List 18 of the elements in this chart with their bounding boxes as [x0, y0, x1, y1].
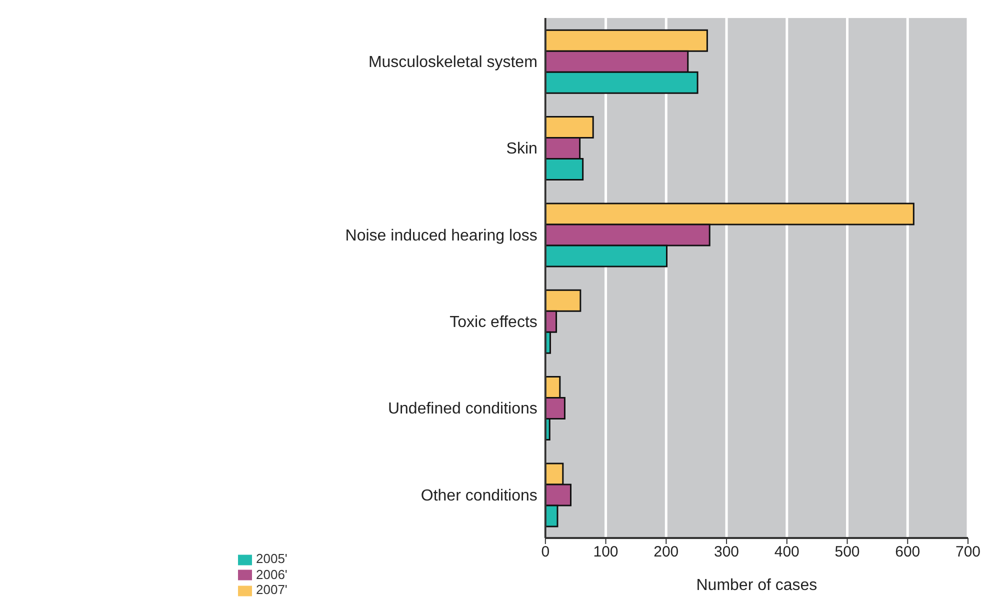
y-tick-label: Musculoskeletal system: [368, 54, 538, 72]
x-tick-label: 200: [654, 544, 679, 561]
legend-label: 2007': [256, 582, 288, 598]
legend-label: 2006': [256, 566, 288, 582]
x-tick-label: 700: [955, 544, 981, 561]
x-tick-label: 500: [834, 544, 860, 561]
y-tick-label: Other conditions: [420, 487, 538, 504]
x-tick-label: 100: [593, 544, 618, 561]
x-axis-title: Number of cases: [696, 577, 818, 594]
y-tick-label: Noise induced hearing loss: [345, 227, 538, 244]
y-tick-label: Undefined conditions: [388, 400, 538, 418]
x-tick-label: 300: [714, 544, 740, 561]
x-tick-label: 600: [895, 544, 920, 561]
legend-label: 2005': [256, 551, 288, 566]
x-tick-label: 400: [774, 544, 800, 561]
y-tick-label: Skin: [506, 140, 538, 158]
y-tick-label: Toxic effects: [450, 314, 538, 332]
x-tick-label: 0: [541, 544, 550, 561]
